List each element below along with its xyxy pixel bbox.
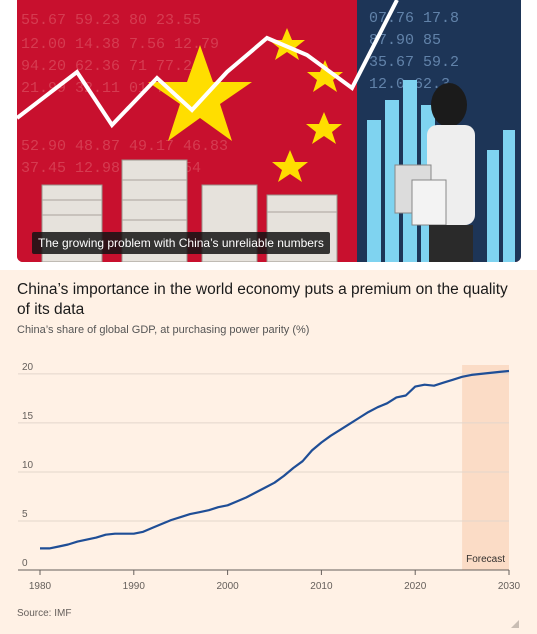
series-line (40, 369, 510, 550)
chart-source: Source: IMF (17, 608, 72, 619)
x-tick-label: 1980 (29, 581, 52, 592)
y-tick-label: 20 (22, 362, 34, 373)
y-tick-label: 15 (22, 411, 34, 422)
small-star-icon (307, 60, 343, 92)
small-star-icon (306, 112, 342, 144)
svg-text:52.90 48.87 49.17 46.83: 52.90 48.87 49.17 46.83 (21, 138, 228, 155)
x-tick-label: 2020 (404, 581, 427, 592)
y-tick-label: 0 (22, 558, 28, 569)
svg-text:35.67 59.2: 35.67 59.2 (369, 54, 459, 71)
hero-image[interactable]: 55.67 59.23 80 23.55 12.00 14.38 7.56 12… (17, 0, 521, 262)
chart-title: China’s importance in the world economy … (17, 281, 508, 318)
resize-corner-icon (511, 620, 519, 628)
y-tick-label: 5 (22, 509, 28, 520)
chart-subtitle: China’s share of global GDP, at purchasi… (17, 324, 310, 336)
svg-text:55.67 59.23 80 23.55: 55.67 59.23 80 23.55 (21, 12, 201, 29)
svg-text:12.00 14.38 7.56 12.79: 12.00 14.38 7.56 12.79 (21, 36, 219, 53)
trend-line-decoration (17, 0, 399, 129)
forecast-label: Forecast (466, 554, 505, 565)
line-chart: 0 5 10 15 20 1980 1990 2000 2010 2020 2030 Forecast (18, 362, 521, 592)
large-star-icon (148, 45, 252, 141)
hero-caption: The growing problem with China’s unrelia… (32, 232, 330, 254)
svg-text:94.20 62.36 71 77.2: 94.20 62.36 71 77.2 (21, 58, 192, 75)
x-tick-label: 2000 (216, 581, 239, 592)
forecast-region (462, 365, 509, 570)
small-star-icon (272, 150, 308, 182)
x-tick-label: 1990 (123, 581, 146, 592)
x-tick-label: 2030 (498, 581, 521, 592)
shopper-figure (394, 83, 475, 262)
hero-illustration: 55.67 59.23 80 23.55 12.00 14.38 7.56 12… (17, 0, 521, 262)
y-tick-label: 10 (22, 460, 34, 471)
chart-card: China’s importance in the world economy … (0, 270, 537, 634)
svg-text:87.90 85: 87.90 85 (369, 32, 441, 49)
x-tick-label: 2010 (310, 581, 333, 592)
